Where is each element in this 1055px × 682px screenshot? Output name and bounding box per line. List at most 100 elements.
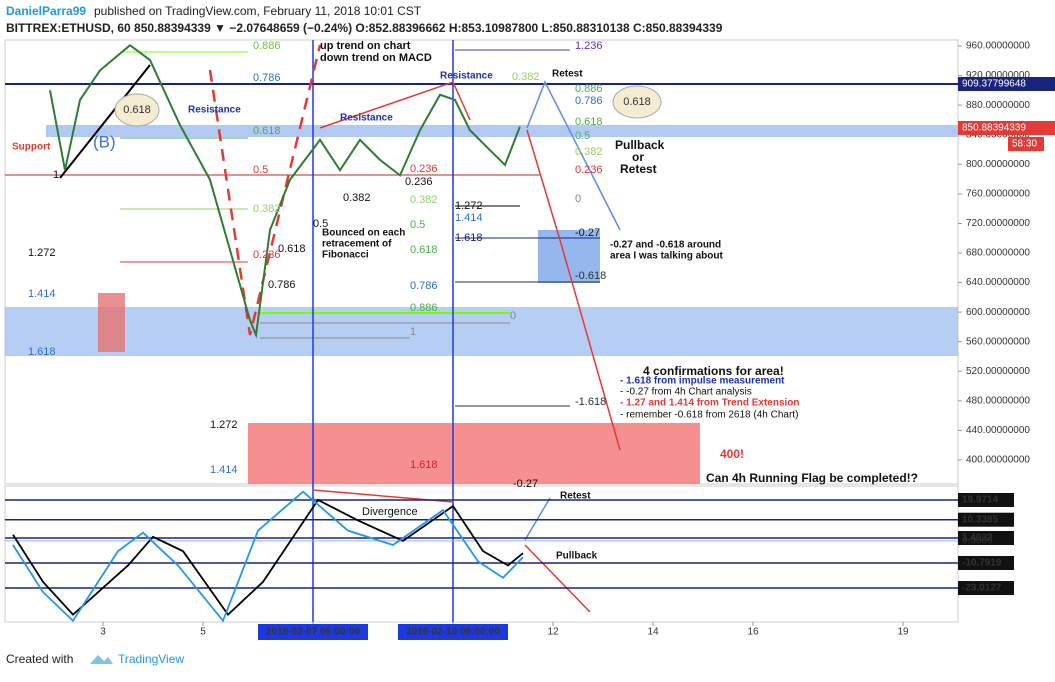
y-tick-label: 520.00000000 xyxy=(966,366,1030,377)
fib-label: 1.414 xyxy=(455,212,483,224)
annotation: (B) xyxy=(93,132,116,151)
annotation: Resistance xyxy=(188,105,241,116)
badge-text: 909.37799648 xyxy=(962,79,1026,90)
badge-text: 58:30 xyxy=(1012,139,1037,150)
fib-label: 0.382 xyxy=(575,146,603,158)
fib-label: 1.272 xyxy=(210,419,238,431)
wave-line xyxy=(208,44,322,336)
y-tick-label: 400.00000000 xyxy=(966,455,1030,466)
annotation: Support xyxy=(12,142,51,153)
fib-label: 1.272 xyxy=(455,200,483,212)
fib-label: 1.618 xyxy=(28,346,56,358)
badge xyxy=(958,77,1055,91)
annotation: retracement of xyxy=(322,239,392,250)
arrow xyxy=(524,544,591,613)
trend-line xyxy=(59,64,151,179)
level-label: 19.9714 xyxy=(962,495,999,506)
x-tick-label: 2018-02-07 05:00:00 xyxy=(266,627,360,638)
annotation: or xyxy=(632,150,644,164)
fib-label: 1.414 xyxy=(28,288,56,300)
zone xyxy=(46,125,958,137)
annotation: Pullback xyxy=(556,551,598,562)
y-tick-label: 960.00000000 xyxy=(966,41,1030,52)
footer-text: Created with xyxy=(6,652,73,666)
y-tick-label: 600.00000000 xyxy=(966,307,1030,318)
annotations: up trend on chart down trend on MACD Res… xyxy=(12,40,918,562)
fib-label: 0 xyxy=(510,310,516,322)
annotation: Retest xyxy=(560,491,591,502)
fib-label: 1.618 xyxy=(410,459,438,471)
level-label: 10.3385 xyxy=(962,514,999,525)
annotation: - 1.618 from impulse measurement xyxy=(620,376,785,387)
y-tick-label: 480.00000000 xyxy=(966,395,1030,406)
badge xyxy=(958,121,1055,135)
fib-label: -0.27 xyxy=(513,478,538,490)
fib-label: 1 xyxy=(53,169,59,181)
annotation: Retest xyxy=(620,162,657,176)
axes: 960.00000000920.00000000880.00000000840.… xyxy=(5,41,1030,640)
fib-label: 0.236 xyxy=(253,249,281,261)
annotation: Bounced on each xyxy=(322,228,405,239)
fib-label: 1.618 xyxy=(455,232,483,244)
annotation: -0.27 and -0.618 around xyxy=(610,240,721,251)
annotation: 4 confirmations for area! xyxy=(643,364,784,378)
level-badge xyxy=(958,555,1014,570)
wave-line xyxy=(319,81,471,129)
x-tick-label: 3 xyxy=(100,627,106,638)
fib-label: 0.786 xyxy=(575,95,603,107)
fib-label: 0.786 xyxy=(268,279,296,291)
y-tick-label: 720.00000000 xyxy=(966,218,1030,229)
indicator-pane xyxy=(4,485,959,623)
fib-label: 0.382 xyxy=(410,194,438,206)
fib-label: 0.236 xyxy=(410,163,438,175)
fib-label: 0.382 xyxy=(253,203,281,215)
annotation: up trend on chart xyxy=(320,40,411,52)
footer-brand[interactable]: TradingView xyxy=(118,652,184,666)
zone xyxy=(98,293,125,352)
y-tick-label: 560.00000000 xyxy=(966,336,1030,347)
fib-label: 0.618 xyxy=(278,243,306,255)
annotation: down trend on MACD xyxy=(320,52,432,64)
level-label: -23.0127 xyxy=(962,583,1002,594)
header: DanielParra99 published on TradingView.c… xyxy=(6,4,723,35)
y-tick-label: 680.00000000 xyxy=(966,248,1030,259)
annotation: - remember -0.618 from 2618 (4h Chart) xyxy=(620,410,798,421)
author[interactable]: DanielParra99 xyxy=(6,4,86,18)
fib-label: 0.382 xyxy=(512,71,540,83)
annotation: Resistance xyxy=(340,113,393,124)
fib-label: -1.618 xyxy=(575,396,606,408)
x-tick-label: 12 xyxy=(547,627,559,638)
badges: 909.37799648 850.88394339 58:30 xyxy=(958,77,1055,151)
bubble xyxy=(114,93,160,127)
price-plot xyxy=(49,43,521,339)
y-tick-label: 440.00000000 xyxy=(966,425,1030,436)
level-badge xyxy=(958,531,1014,546)
annotation: 400! xyxy=(720,447,744,461)
annotation: - -0.27 from 4h Chart analysis xyxy=(620,387,752,398)
annotation: Resistance xyxy=(440,71,493,82)
fib-label: 0.382 xyxy=(343,192,371,204)
fib-label: 0.786 xyxy=(410,280,438,292)
x-tick-label: 5 xyxy=(200,627,206,638)
level-label: -10.7919 xyxy=(962,558,1002,569)
annotation: 0.618 xyxy=(123,104,151,116)
x-tick-badge xyxy=(398,624,508,640)
y-tick-label: 800.00000000 xyxy=(966,159,1030,170)
fib-label: 0.618 xyxy=(253,125,281,137)
annotation: Can 4h Running Flag be completed!? xyxy=(706,471,918,485)
series-line xyxy=(49,43,521,339)
annotation: Divergence xyxy=(362,506,418,518)
level-badge xyxy=(958,581,1014,596)
badge-text: 850.88394339 xyxy=(962,123,1026,134)
arrow xyxy=(526,129,621,451)
fib-label: 0 xyxy=(575,193,581,205)
x-tick-label: 2018-02-10 00:00:00 xyxy=(406,627,500,638)
x-tick-label: 19 xyxy=(897,627,909,638)
fib-label: 0.5 xyxy=(410,219,425,231)
fib-label: 0.886 xyxy=(410,302,438,314)
level-label: 0.0000 xyxy=(962,536,993,547)
fib-label: 0.618 xyxy=(410,244,438,256)
fib-label: -0.618 xyxy=(575,270,606,282)
fib-label: 0.5 xyxy=(313,218,328,230)
